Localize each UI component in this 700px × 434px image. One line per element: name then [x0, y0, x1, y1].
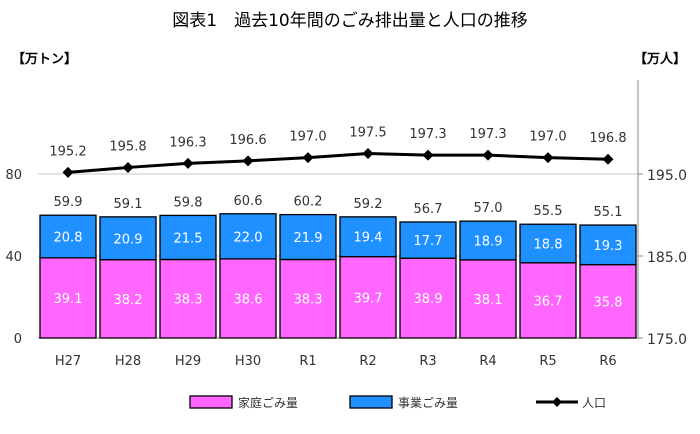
population-value-label: 197.5: [349, 126, 386, 141]
household-value-label: 35.8: [594, 295, 623, 310]
population-value-label: 197.0: [289, 130, 326, 145]
bar-business: [579, 224, 637, 266]
household-value-label: 38.2: [114, 293, 143, 308]
x-axis-category-label: H28: [115, 354, 141, 369]
population-marker: [62, 166, 74, 178]
population-marker: [482, 149, 494, 161]
total-value-label: 55.1: [594, 205, 623, 220]
business-value-label: 21.9: [294, 231, 323, 246]
population-marker: [182, 157, 194, 169]
business-value-label: 18.8: [534, 237, 563, 252]
population-value-label: 196.6: [229, 133, 266, 148]
population-marker: [122, 161, 134, 173]
business-value-label: 21.5: [174, 231, 203, 246]
household-value-label: 38.3: [174, 293, 203, 308]
bar-business: [519, 223, 577, 264]
bar-business: [219, 213, 277, 260]
right-axis-tick-label: 185.0: [647, 250, 687, 266]
bar-business: [459, 220, 517, 261]
population-marker: [602, 153, 614, 165]
x-axis-category-label: H27: [55, 354, 81, 369]
bar-business: [399, 221, 457, 259]
right-axis-tick-label: 175.0: [647, 332, 687, 348]
x-axis-category-label: R4: [479, 354, 496, 369]
x-axis-category-label: R1: [299, 354, 316, 369]
business-value-label: 18.9: [474, 235, 503, 250]
total-value-label: 57.0: [474, 201, 503, 216]
total-value-label: 56.7: [414, 202, 443, 217]
legend-swatch-business: [349, 395, 393, 409]
population-marker: [362, 148, 374, 159]
legend-label-household: 家庭ごみ量: [238, 395, 298, 410]
business-value-label: 19.3: [594, 239, 623, 254]
bar-household: [459, 259, 517, 339]
bar-business: [99, 216, 157, 261]
total-value-label: 59.1: [114, 197, 143, 212]
population-value-label: 195.2: [49, 144, 86, 159]
population-value-label: 195.8: [109, 139, 146, 154]
bar-business: [339, 216, 397, 258]
business-value-label: 22.0: [234, 230, 263, 245]
total-value-label: 55.5: [534, 204, 563, 219]
bar-business: [39, 214, 97, 259]
x-axis-category-label: H29: [175, 354, 201, 369]
population-value-label: 197.3: [409, 127, 446, 142]
bar-household: [399, 257, 457, 339]
household-value-label: 38.9: [414, 292, 443, 307]
total-value-label: 59.9: [54, 195, 83, 210]
population-value-label: 196.8: [589, 131, 626, 146]
bar-household: [39, 257, 97, 339]
legend-swatch-household: [189, 395, 233, 409]
total-value-label: 60.2: [294, 195, 323, 210]
x-axis-category-label: R2: [359, 354, 376, 369]
population-value-label: 197.3: [469, 127, 506, 142]
bar-household: [99, 259, 157, 339]
business-value-label: 20.9: [114, 232, 143, 247]
household-value-label: 39.7: [354, 291, 383, 306]
bar-business: [159, 214, 217, 261]
bar-household: [519, 262, 577, 339]
bar-household: [339, 255, 397, 339]
left-axis-unit-label: 【万トン】: [12, 51, 77, 67]
right-axis-unit-label: 【万人】: [634, 51, 686, 67]
right-axis-tick-label: 195.0: [647, 168, 687, 184]
population-marker: [242, 155, 254, 167]
business-value-label: 19.4: [354, 231, 383, 246]
population-marker: [302, 152, 314, 164]
household-value-label: 38.3: [294, 293, 323, 308]
legend-label-business: 事業ごみ量: [398, 395, 458, 410]
x-axis-category-label: R6: [599, 354, 616, 369]
total-value-label: 60.6: [234, 194, 263, 209]
household-value-label: 36.7: [534, 294, 563, 309]
x-axis-category-label: R3: [419, 354, 436, 369]
total-value-label: 59.8: [174, 195, 203, 210]
population-value-label: 197.0: [529, 130, 566, 145]
legend-label-population: 人口: [582, 396, 606, 410]
bar-household: [219, 258, 277, 339]
household-value-label: 38.1: [474, 293, 503, 308]
bar-household: [279, 258, 337, 339]
total-value-label: 59.2: [354, 197, 383, 212]
left-axis-tick-label: 40: [5, 250, 22, 265]
legend-marker-population: [552, 397, 562, 407]
left-axis-tick-label: 0: [14, 332, 22, 347]
population-line: [67, 151, 609, 174]
left-axis-tick-label: 80: [5, 168, 22, 183]
chart-title: 図表1 過去10年間のごみ排出量と人口の推移: [172, 11, 527, 31]
x-axis-category-label: R5: [539, 354, 556, 369]
population-marker: [422, 149, 434, 161]
business-value-label: 20.8: [54, 231, 83, 246]
population-marker: [542, 152, 554, 164]
bar-household: [159, 258, 217, 339]
household-value-label: 38.6: [234, 292, 263, 307]
business-value-label: 17.7: [414, 234, 443, 249]
household-value-label: 39.1: [54, 292, 83, 307]
bar-business: [279, 213, 337, 261]
population-value-label: 196.3: [169, 135, 206, 150]
x-axis-category-label: H30: [235, 354, 261, 369]
